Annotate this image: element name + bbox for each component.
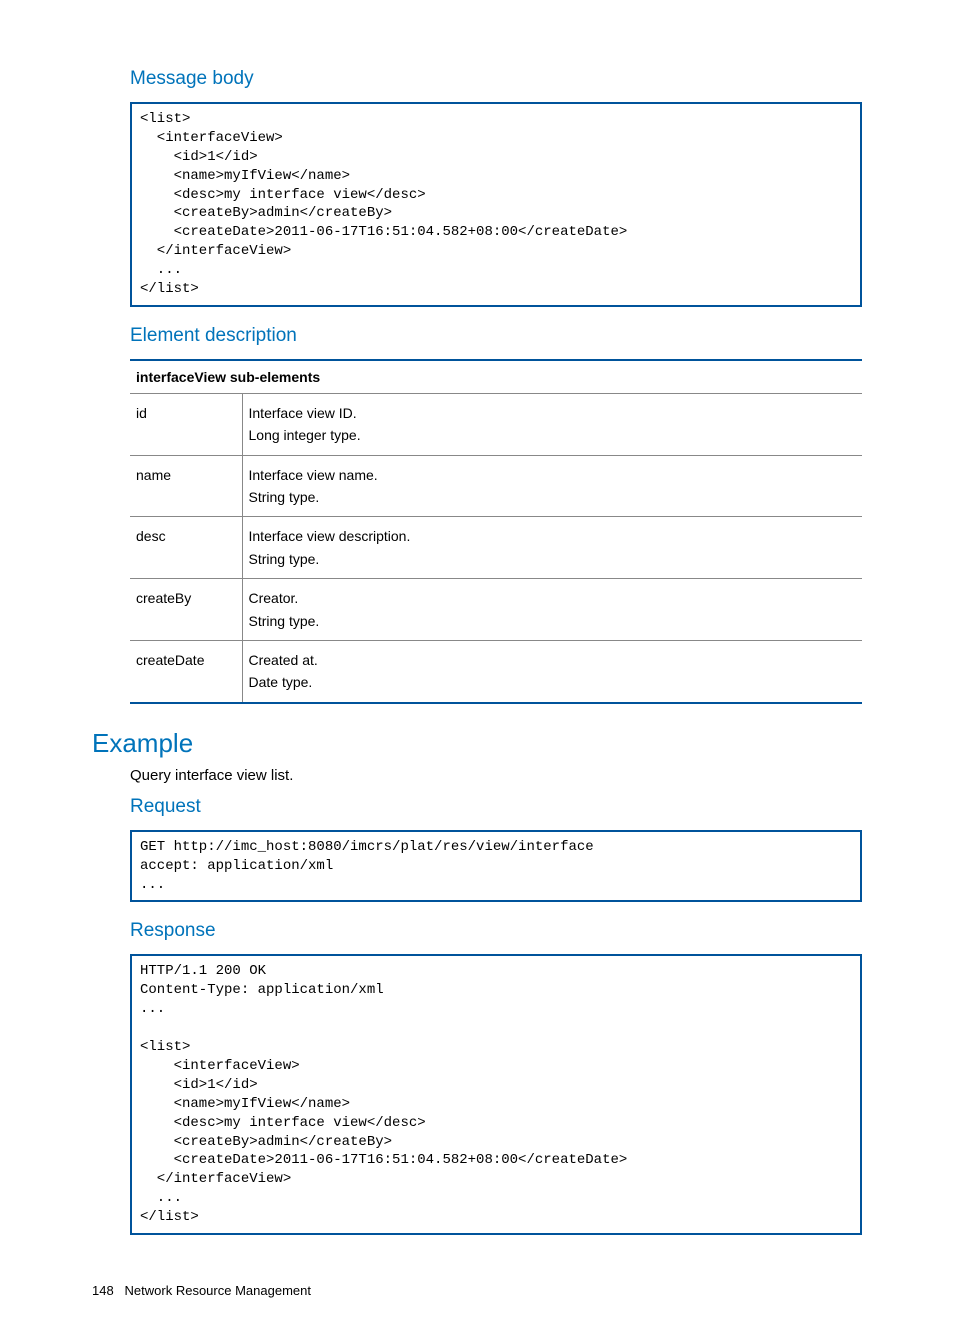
example-heading: Example [92, 728, 862, 759]
element-name: id [130, 393, 242, 455]
request-code: GET http://imc_host:8080/imcrs/plat/res/… [130, 830, 862, 903]
element-name: desc [130, 517, 242, 579]
example-description: Query interface view list. [130, 767, 862, 784]
page-content: Message body <list> <interfaceView> <id>… [0, 0, 954, 1338]
table-row: createDate Created at. Date type. [130, 641, 862, 703]
table-row: name Interface view name. String type. [130, 455, 862, 517]
element-desc: Creator. String type. [242, 579, 862, 641]
element-description-table: interfaceView sub-elements id Interface … [130, 359, 862, 704]
table-header: interfaceView sub-elements [130, 360, 862, 394]
request-heading: Request [130, 796, 862, 818]
response-code: HTTP/1.1 200 OK Content-Type: applicatio… [130, 954, 862, 1234]
element-desc: Created at. Date type. [242, 641, 862, 703]
table-row: desc Interface view description. String … [130, 517, 862, 579]
page-number: 148 [92, 1283, 114, 1298]
element-name: name [130, 455, 242, 517]
table-row: createBy Creator. String type. [130, 579, 862, 641]
element-name: createDate [130, 641, 242, 703]
footer-label: Network Resource Management [125, 1283, 311, 1298]
example-section: Query interface view list. Request GET h… [130, 767, 862, 1235]
response-heading: Response [130, 920, 862, 942]
message-body-section: Message body <list> <interfaceView> <id>… [130, 68, 862, 704]
element-desc: Interface view description. String type. [242, 517, 862, 579]
message-body-heading: Message body [130, 68, 862, 90]
element-name: createBy [130, 579, 242, 641]
table-row: id Interface view ID. Long integer type. [130, 393, 862, 455]
page-footer: 148 Network Resource Management [92, 1283, 862, 1298]
message-body-code: <list> <interfaceView> <id>1</id> <name>… [130, 102, 862, 307]
element-desc: Interface view name. String type. [242, 455, 862, 517]
element-description-heading: Element description [130, 325, 862, 347]
element-desc: Interface view ID. Long integer type. [242, 393, 862, 455]
